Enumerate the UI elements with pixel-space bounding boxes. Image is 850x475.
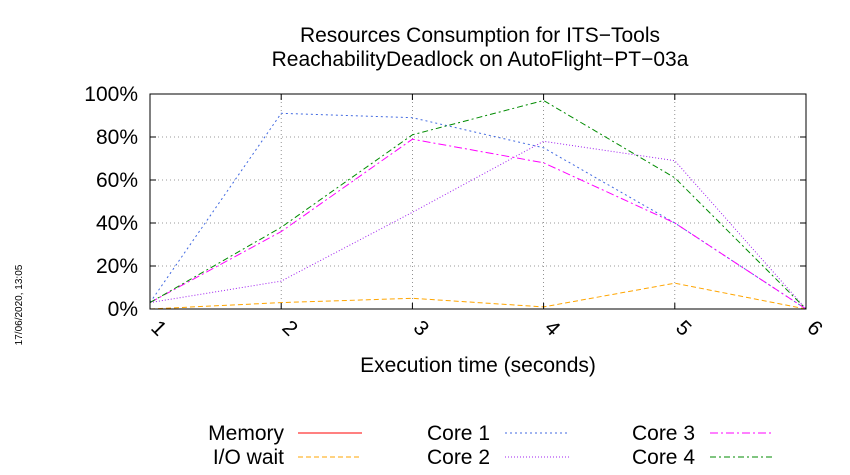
chart-title: Resources Consumption for ITS−Tools [300,24,660,47]
series-line-core-4 [149,99,807,310]
x-tick-label: 2 [278,316,303,341]
timestamp-note: 17/06/2020, 13:05 [14,264,25,345]
x-tick-label: 3 [409,316,434,341]
x-axis-label: Execution time (seconds) [360,354,596,377]
grid-lines [150,94,806,309]
y-tick-label: 100% [84,83,138,106]
x-tick-label: 4 [540,316,565,341]
series-line-core-1 [149,112,807,310]
x-tick-label: 6 [802,316,827,341]
y-tick-label: 40% [96,212,138,235]
legend-label-core-2: Core 2 [427,446,490,469]
plot-frame [149,93,807,310]
legend-label-core-4: Core 4 [632,446,695,469]
legend-label-i-o-wait: I/O wait [213,446,284,469]
y-tick-label: 80% [96,126,138,149]
y-tick-label: 20% [96,255,138,278]
legend-label-core-1: Core 1 [427,422,490,445]
legend-label-core-3: Core 3 [632,422,695,445]
y-tick-label: 60% [96,169,138,192]
y-axis-ticks: 0% 20% 40% 60% 80% 100% [84,83,806,321]
series-line-core-2 [149,140,807,310]
x-tick-label: 5 [671,316,696,341]
chart-subtitle: ReachabilityDeadlock on AutoFlight−PT−03… [272,48,689,71]
series-line-core-3 [149,138,807,310]
x-tick-label: 1 [146,316,171,341]
series-line-i-o-wait [149,282,807,310]
legend-label-memory: Memory [208,422,284,445]
series-lines [149,99,807,310]
y-tick-label: 0% [108,298,138,321]
